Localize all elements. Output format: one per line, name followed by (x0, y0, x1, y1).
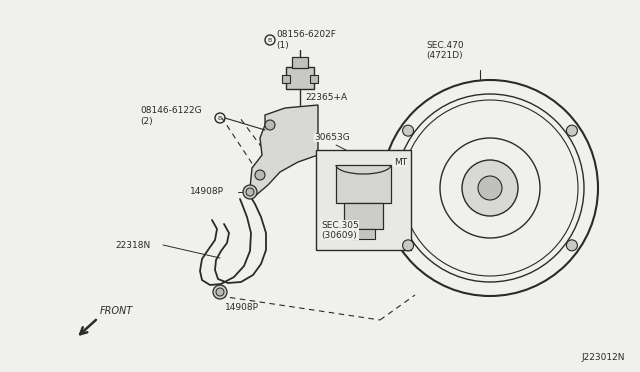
Circle shape (246, 188, 254, 196)
Text: B: B (218, 115, 222, 121)
Text: 08156-6202F
(1): 08156-6202F (1) (276, 30, 336, 50)
Text: 08146-6122G
(2): 08146-6122G (2) (140, 106, 202, 126)
Circle shape (403, 240, 413, 251)
Text: J223012N: J223012N (582, 353, 625, 362)
Text: 14908P: 14908P (190, 187, 224, 196)
Text: 22318N: 22318N (115, 241, 150, 250)
Circle shape (213, 285, 227, 299)
Circle shape (478, 176, 502, 200)
Circle shape (566, 240, 577, 251)
Bar (336, 165, 391, 203)
Circle shape (265, 120, 275, 130)
Text: 22365+A: 22365+A (305, 93, 347, 102)
Bar (286, 67, 314, 89)
Bar (352, 229, 375, 239)
Bar (316, 150, 411, 250)
Circle shape (216, 288, 224, 296)
Circle shape (255, 170, 265, 180)
Bar (310, 75, 318, 83)
Circle shape (243, 185, 257, 199)
Text: 30653G: 30653G (314, 133, 349, 142)
Text: SEC.470
(4721D): SEC.470 (4721D) (426, 41, 464, 60)
Circle shape (462, 160, 518, 216)
Text: MT: MT (394, 158, 407, 167)
Text: FRONT: FRONT (100, 306, 133, 316)
Text: 14908P: 14908P (225, 302, 259, 311)
Circle shape (403, 125, 413, 136)
Text: B: B (268, 38, 272, 42)
Bar (292, 57, 308, 68)
Text: SEC.305
(30609): SEC.305 (30609) (321, 221, 359, 240)
Polygon shape (250, 105, 318, 196)
Bar (344, 203, 383, 229)
Bar (282, 75, 290, 83)
Circle shape (566, 125, 577, 136)
